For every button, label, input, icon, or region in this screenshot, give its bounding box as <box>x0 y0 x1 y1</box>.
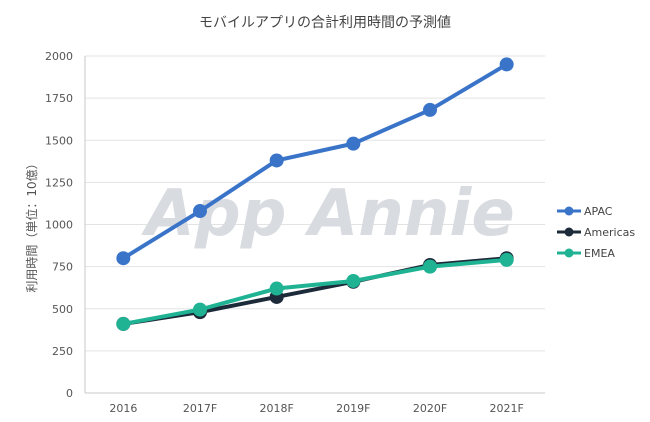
data-point <box>499 252 514 267</box>
y-tick-label: 2000 <box>45 50 73 63</box>
legend-item-emea: EMEA <box>557 247 615 260</box>
data-point <box>269 153 284 168</box>
legend-item-americas: Americas <box>557 226 635 239</box>
x-tick-label: 2018F <box>260 402 294 415</box>
legend-label: APAC <box>584 205 613 218</box>
y-tick-label: 250 <box>52 345 73 358</box>
data-point <box>193 204 207 219</box>
y-tick-label: 0 <box>66 387 73 400</box>
legend-label: EMEA <box>584 247 615 260</box>
legend-marker <box>564 248 574 258</box>
data-point <box>269 281 284 296</box>
y-axis-label: 利用時間（単位：10億） <box>24 157 39 292</box>
data-point <box>423 102 437 117</box>
y-tick-label: 1000 <box>45 219 73 232</box>
legend-item-apac: APAC <box>557 205 613 218</box>
x-tick-label: 2017F <box>183 402 217 415</box>
series-apac <box>116 57 514 266</box>
y-tick-label: 1750 <box>45 92 73 105</box>
data-point <box>346 273 361 288</box>
data-point <box>116 251 131 266</box>
legend-marker <box>564 227 574 237</box>
y-tick-label: 1500 <box>45 134 73 147</box>
y-tick-label: 1250 <box>45 176 73 189</box>
y-tick-label: 750 <box>52 261 73 274</box>
x-tick-label: 2020F <box>413 402 447 415</box>
x-tick-label: 2019F <box>336 402 370 415</box>
x-tick-label: 2016 <box>109 402 137 415</box>
series-emea <box>116 252 514 331</box>
series-line <box>122 257 507 326</box>
chart-title: モバイルアプリの合計利用時間の予測値 <box>199 15 451 31</box>
data-point <box>346 136 361 151</box>
legend-marker <box>564 206 574 216</box>
data-point <box>499 57 514 72</box>
data-point <box>116 316 131 331</box>
legend-label: Americas <box>584 226 635 239</box>
series-line <box>122 62 508 260</box>
data-point <box>193 302 207 317</box>
x-tick-label: 2021F <box>490 402 524 415</box>
data-point <box>423 259 437 274</box>
y-tick-label: 500 <box>52 303 73 316</box>
